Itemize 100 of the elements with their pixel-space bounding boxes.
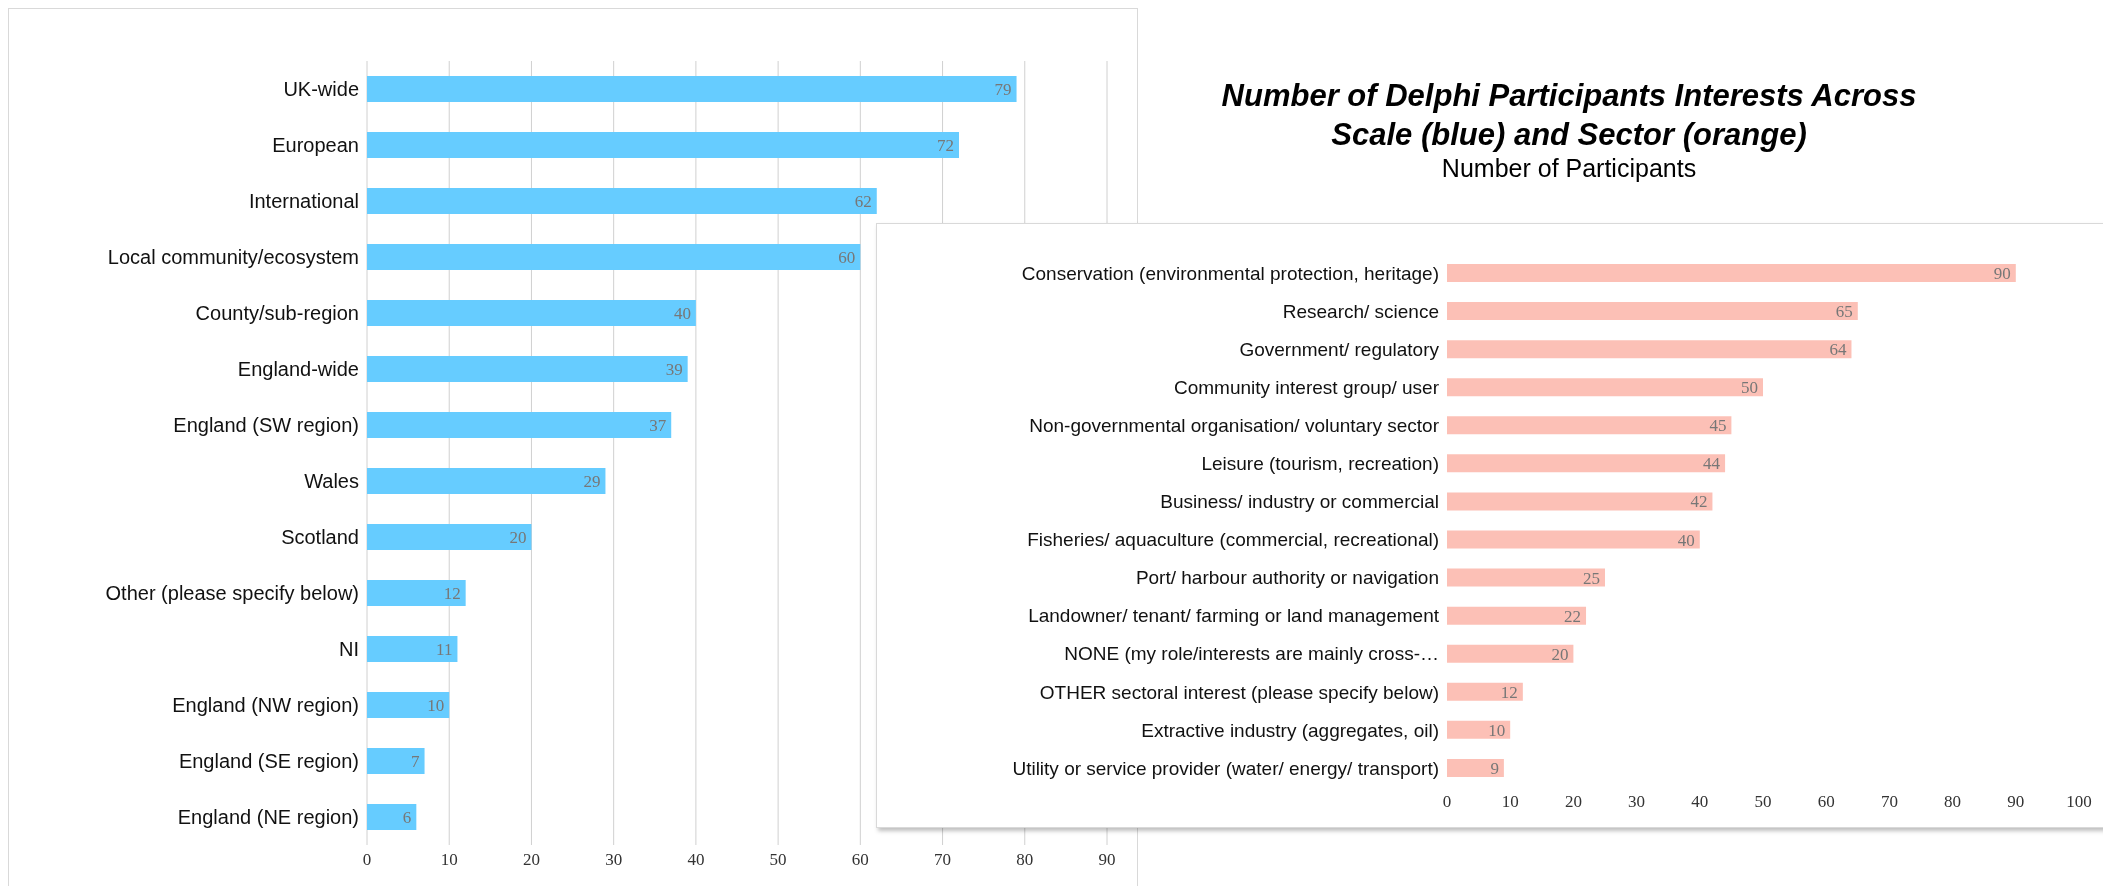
x-tick-label: 70 [934, 850, 952, 870]
bar [367, 636, 458, 662]
data-label: 6 [402, 808, 412, 828]
x-tick-label: 90 [2007, 792, 2025, 812]
x-tick-label: 90 [1098, 850, 1116, 870]
bar [367, 412, 672, 438]
y-tick-label: Extractive industry (aggregates, oil) [1141, 719, 1439, 741]
data-label: 44 [1703, 454, 1721, 474]
y-tick-label: Community interest group/ user [1173, 376, 1440, 398]
y-tick-label: Fisheries/ aquaculture (commercial, recreational) [1027, 529, 1439, 551]
bar [367, 468, 606, 494]
data-label: 11 [436, 640, 453, 660]
data-label: 20 [509, 528, 527, 548]
bar [1447, 454, 1726, 473]
data-label: 72 [937, 136, 954, 156]
y-tick-label: Scotland [281, 526, 359, 549]
bar [1447, 416, 1732, 435]
data-label: 37 [649, 416, 667, 436]
y-tick-label: England (NE region) [177, 806, 359, 829]
bar [367, 804, 417, 830]
x-tick-label: 20 [1564, 792, 1582, 812]
x-tick-label: 40 [1691, 792, 1709, 812]
y-tick-label: Government/ regulatory [1239, 338, 1440, 360]
data-label: 7 [411, 752, 421, 772]
bar [367, 748, 425, 774]
y-tick-label: England (SW region) [173, 414, 359, 437]
y-tick-label: Landowner/ tenant/ farming or land management [1028, 605, 1440, 627]
x-tick-label: 70 [1880, 792, 1898, 812]
y-tick-label: Business/ industry or commercial [1160, 491, 1439, 513]
data-label: 12 [1500, 682, 1518, 702]
data-label: 62 [854, 192, 872, 212]
bar [367, 76, 1017, 102]
x-tick-label: 100 [2066, 792, 2092, 812]
data-label: 42 [1690, 492, 1708, 512]
y-tick-label: Wales [304, 470, 359, 493]
bar [1447, 378, 1763, 397]
x-tick-label: 10 [440, 850, 458, 870]
y-tick-label: England (SE region) [178, 750, 359, 773]
data-label: 12 [443, 584, 461, 604]
data-label: 10 [1488, 720, 1506, 740]
data-label: 50 [1741, 378, 1758, 398]
x-tick-label: 50 [769, 850, 787, 870]
bar [1447, 720, 1511, 739]
data-label: 22 [1564, 606, 1582, 626]
bar [1447, 340, 1852, 359]
data-label: 60 [838, 248, 856, 268]
x-tick-label: 0 [362, 850, 372, 870]
x-tick-label: 10 [1501, 792, 1519, 812]
bar [367, 356, 688, 382]
bar [367, 188, 877, 214]
bar [367, 692, 450, 718]
bar [367, 244, 861, 270]
x-tick-label: 60 [1817, 792, 1835, 812]
x-tick-label: 0 [1442, 792, 1452, 812]
data-label: 40 [1677, 530, 1695, 550]
y-tick-label: Conservation (environmental protection, heritage) [1021, 262, 1439, 284]
bar [1447, 644, 1574, 663]
bar [367, 300, 696, 326]
x-tick-label: 20 [522, 850, 540, 870]
data-label: 39 [665, 360, 683, 380]
data-label: 40 [673, 304, 691, 324]
data-label: 10 [427, 696, 445, 716]
bar [1447, 530, 1700, 549]
bar [1447, 568, 1605, 587]
y-tick-label: Port/ harbour authority or navigation [1135, 567, 1439, 589]
x-tick-label: 50 [1754, 792, 1772, 812]
bar [367, 580, 466, 606]
x-tick-label: 60 [851, 850, 869, 870]
y-tick-label: OTHER sectoral interest (please specify below) [1039, 681, 1439, 703]
bar [1447, 758, 1504, 777]
x-tick-label: 30 [605, 850, 623, 870]
y-tick-label: NONE (my role/interests are mainly cross-… [1064, 643, 1439, 665]
y-tick-label: Utility or service provider (water/ energy/ transport) [1012, 757, 1439, 779]
bar [1447, 264, 2016, 282]
y-tick-label: England-wide [237, 358, 359, 381]
y-tick-label: County/sub-region [195, 302, 359, 325]
y-tick-label: Leisure (tourism, recreation) [1201, 453, 1439, 475]
bar [367, 132, 959, 158]
data-label: 29 [583, 472, 601, 492]
data-label: 45 [1709, 416, 1727, 436]
data-label: 90 [1993, 264, 2011, 284]
chart-title: Number of Delphi Participants Interests Across Scale (blue) and Sector (orange) [1220, 77, 1918, 154]
y-tick-label: International [248, 190, 359, 213]
bar [1447, 492, 1713, 511]
x-tick-label: 80 [1944, 792, 1962, 812]
x-tick-label: 30 [1628, 792, 1646, 812]
bar [1447, 302, 1858, 321]
data-label: 9 [1490, 758, 1499, 778]
y-tick-label: England (NW region) [172, 694, 359, 717]
bar [1447, 606, 1587, 625]
x-tick-label: 80 [1016, 850, 1034, 870]
bar [1447, 682, 1523, 701]
data-label: 64 [1829, 340, 1847, 360]
y-tick-label: Other (please specify below) [105, 582, 359, 605]
y-tick-label: NI [339, 638, 359, 661]
bar [367, 524, 532, 550]
data-label: 79 [994, 80, 1012, 100]
y-tick-label: Research/ science [1282, 300, 1439, 322]
y-tick-label: European [272, 134, 359, 157]
data-label: 25 [1583, 568, 1600, 588]
